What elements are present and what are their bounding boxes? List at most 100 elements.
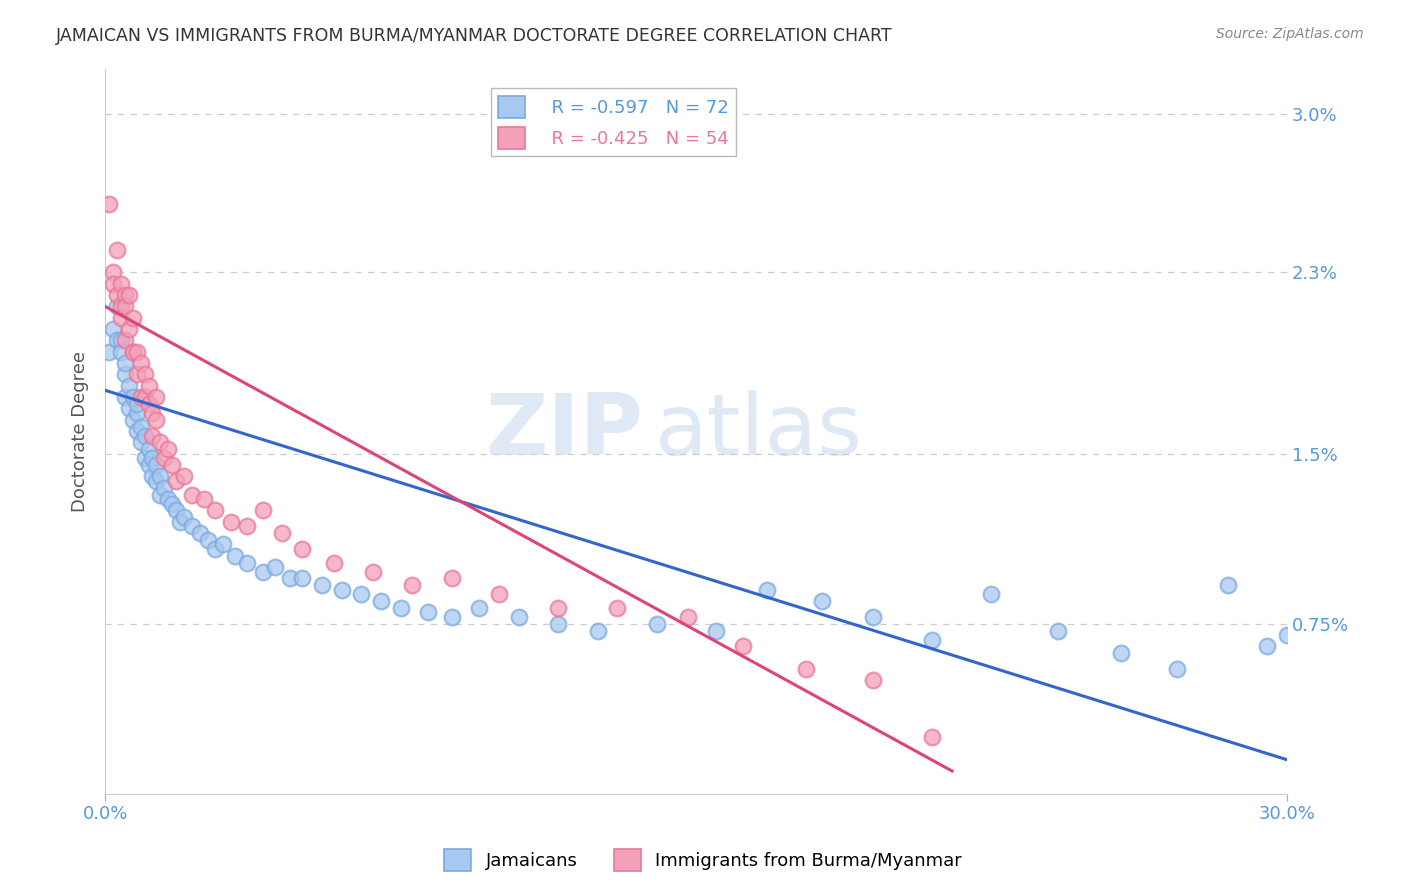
Point [134, 368, 156, 382]
Point [401, 578, 423, 592]
Point [1256, 640, 1278, 654]
Point [263, 560, 285, 574]
Point [129, 435, 152, 450]
Point [755, 582, 778, 597]
Point [704, 624, 727, 638]
Point [645, 616, 668, 631]
Point [1216, 578, 1239, 592]
Legend: Jamaicans, Immigrants from Burma/Myanmar: Jamaicans, Immigrants from Burma/Myanmar [437, 842, 969, 879]
Point [141, 451, 163, 466]
Point [193, 492, 215, 507]
Point [204, 503, 226, 517]
Point [188, 526, 211, 541]
Point [125, 397, 148, 411]
Point [440, 610, 463, 624]
Point [173, 469, 195, 483]
Point [149, 435, 172, 450]
Point [153, 481, 176, 495]
Point [129, 356, 152, 370]
Point [1111, 646, 1133, 660]
Point [145, 390, 167, 404]
Point [145, 474, 167, 488]
Point [145, 458, 167, 472]
Point [418, 606, 440, 620]
Point [149, 469, 172, 483]
Point [114, 356, 136, 370]
Point [125, 424, 148, 438]
Point [212, 537, 235, 551]
Point [811, 594, 834, 608]
Point [138, 397, 160, 411]
Point [165, 503, 187, 517]
Text: Source: ZipAtlas.com: Source: ZipAtlas.com [1216, 27, 1364, 41]
Point [1047, 624, 1070, 638]
Point [121, 310, 143, 325]
Point [252, 565, 274, 579]
Text: JAMAICAN VS IMMIGRANTS FROM BURMA/MYANMAR DOCTORATE DEGREE CORRELATION CHART: JAMAICAN VS IMMIGRANTS FROM BURMA/MYANMA… [56, 27, 893, 45]
Point [105, 288, 128, 302]
Point [547, 616, 569, 631]
Point [98, 197, 121, 211]
Point [138, 378, 160, 392]
Point [105, 300, 128, 314]
Point [125, 406, 148, 420]
Point [114, 300, 136, 314]
Point [153, 451, 176, 466]
Point [606, 600, 628, 615]
Point [862, 673, 884, 688]
Point [110, 300, 132, 314]
Point [114, 368, 136, 382]
Point [252, 503, 274, 517]
Point [129, 390, 152, 404]
Point [204, 541, 226, 556]
Point [468, 600, 491, 615]
Legend:   R = -0.597   N = 72,   R = -0.425   N = 54: R = -0.597 N = 72, R = -0.425 N = 54 [491, 88, 735, 156]
Point [110, 344, 132, 359]
Point [676, 610, 699, 624]
Point [121, 413, 143, 427]
Point [980, 587, 1002, 601]
Point [1166, 662, 1188, 676]
Point [291, 571, 314, 585]
Point [114, 288, 136, 302]
Point [141, 469, 163, 483]
Point [197, 533, 219, 547]
Point [118, 378, 141, 392]
Point [138, 442, 160, 457]
Point [180, 519, 202, 533]
Point [118, 322, 141, 336]
Point [370, 594, 392, 608]
Point [862, 610, 884, 624]
Point [125, 344, 148, 359]
Point [350, 587, 373, 601]
Point [330, 582, 353, 597]
Point [141, 428, 163, 442]
Point [98, 344, 121, 359]
Point [110, 310, 132, 325]
Point [236, 519, 259, 533]
Point [488, 587, 510, 601]
Point [101, 277, 124, 291]
Point [165, 474, 187, 488]
Point [134, 390, 156, 404]
Point [547, 600, 569, 615]
Text: ZIP: ZIP [485, 390, 643, 473]
Point [157, 442, 180, 457]
Point [224, 549, 246, 563]
Point [105, 243, 128, 257]
Point [921, 730, 943, 744]
Point [278, 571, 301, 585]
Point [101, 265, 124, 279]
Point [794, 662, 817, 676]
Point [129, 419, 152, 434]
Point [586, 624, 609, 638]
Point [145, 413, 167, 427]
Point [134, 451, 156, 466]
Point [118, 401, 141, 416]
Point [138, 458, 160, 472]
Point [118, 288, 141, 302]
Point [508, 610, 530, 624]
Point [1275, 628, 1298, 642]
Point [311, 578, 333, 592]
Point [125, 368, 148, 382]
